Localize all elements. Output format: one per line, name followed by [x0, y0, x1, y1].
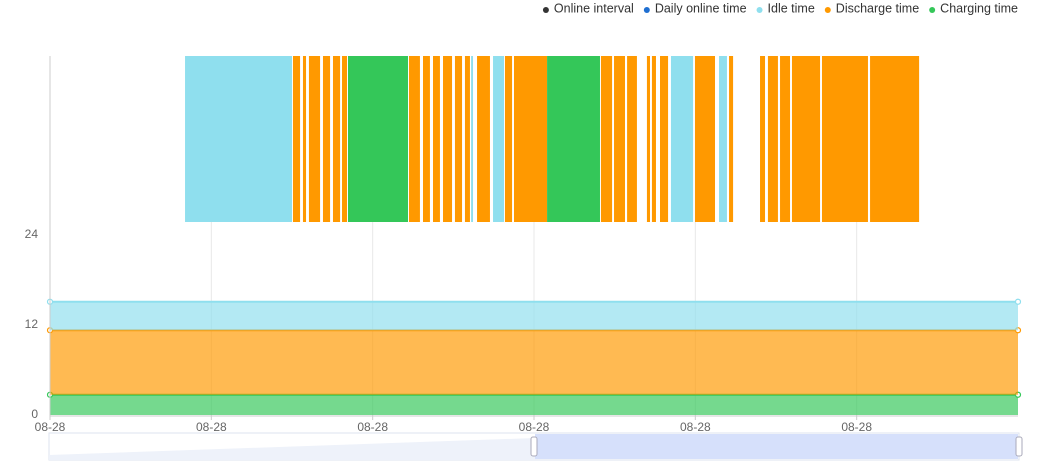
interval-bar	[302, 56, 307, 222]
x-tick-label: 08-28	[35, 420, 66, 434]
interval-bar	[408, 56, 420, 222]
interval-bar	[760, 56, 766, 222]
interval-bar	[493, 56, 504, 222]
interval-bar	[627, 56, 637, 222]
interval-bar	[185, 56, 292, 222]
interval-bar	[791, 56, 821, 222]
x-tick-label: 08-28	[841, 420, 872, 434]
legend-text: Daily online time	[655, 1, 747, 15]
interval-bar	[767, 56, 778, 222]
legend-item[interactable]: Online interval	[542, 1, 634, 15]
interval-bar	[464, 56, 470, 222]
point	[1014, 298, 1022, 305]
x-tick-label: 08-28	[680, 420, 711, 434]
interval-bar	[477, 56, 490, 222]
interval-bar	[423, 56, 430, 222]
interval-bar	[670, 56, 694, 222]
legend-marker	[542, 7, 549, 13]
legend-text: Discharge time	[836, 1, 919, 15]
interval-bar	[433, 56, 440, 222]
zoom-slider[interactable]	[48, 432, 1023, 461]
interval-bar	[332, 56, 341, 222]
interval-bar	[614, 56, 625, 222]
x-tick-label: 08-28	[196, 420, 227, 434]
interval-bar	[719, 56, 727, 222]
legend-marker	[756, 7, 763, 13]
legend-text: Online interval	[554, 1, 634, 15]
legend-marker	[643, 7, 650, 13]
slider-window[interactable]	[535, 434, 1018, 459]
legend-item[interactable]: Idle time	[756, 1, 815, 15]
interval-bar	[821, 56, 868, 222]
area	[50, 330, 1018, 395]
y-tick-label: 0	[31, 407, 38, 421]
y-tick-label: 24	[25, 227, 39, 241]
interval-bar	[454, 56, 463, 222]
slider-shadow	[49, 438, 535, 460]
interval-bar	[646, 56, 650, 222]
interval-bar	[695, 56, 716, 222]
interval-bar	[729, 56, 734, 222]
interval-bar	[504, 56, 513, 222]
interval-bar	[292, 56, 301, 222]
interval-bar	[471, 56, 474, 222]
interval-bar	[308, 56, 321, 222]
legend-text: Charging time	[940, 1, 1018, 15]
y-tick-label: 12	[25, 317, 39, 331]
interval-bar	[443, 56, 453, 222]
slider-handle[interactable]	[1015, 436, 1023, 457]
legend-item[interactable]: Daily online time	[643, 1, 747, 15]
interval-bar	[342, 56, 348, 222]
legend: Charging time Discharge time Idle time Dail…	[542, 1, 1018, 15]
interval-bar	[513, 56, 548, 222]
legend-item[interactable]: Discharge time	[824, 1, 919, 15]
interval-bar	[780, 56, 791, 222]
legend-marker	[824, 7, 831, 13]
area	[50, 394, 1018, 415]
slider-handle[interactable]	[530, 436, 538, 457]
interval-bar	[600, 56, 613, 222]
legend-text: Idle time	[768, 1, 815, 15]
interval-bar	[547, 56, 600, 222]
interval-bar	[322, 56, 331, 222]
x-tick-label: 08-28	[357, 420, 388, 434]
legend-item[interactable]: Charging time	[929, 1, 1018, 15]
area	[50, 301, 1018, 331]
legend-marker	[929, 7, 936, 13]
interval-bar	[347, 56, 408, 222]
interval-bar	[651, 56, 656, 222]
x-tick-label: 08-28	[519, 420, 550, 434]
interval-bar	[660, 56, 669, 222]
interval-bar	[870, 56, 920, 222]
